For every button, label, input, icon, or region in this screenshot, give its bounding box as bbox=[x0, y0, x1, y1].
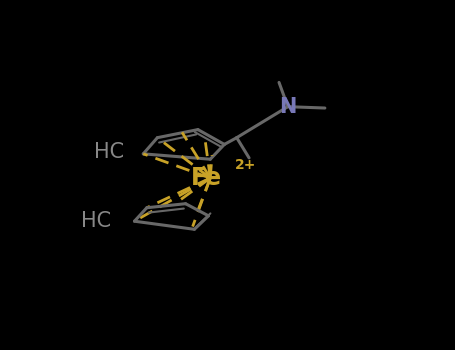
Text: Fe: Fe bbox=[191, 166, 222, 190]
Text: N: N bbox=[279, 97, 297, 117]
Text: HC: HC bbox=[94, 142, 124, 162]
Text: HC: HC bbox=[81, 211, 111, 231]
Text: 2+: 2+ bbox=[235, 158, 256, 172]
